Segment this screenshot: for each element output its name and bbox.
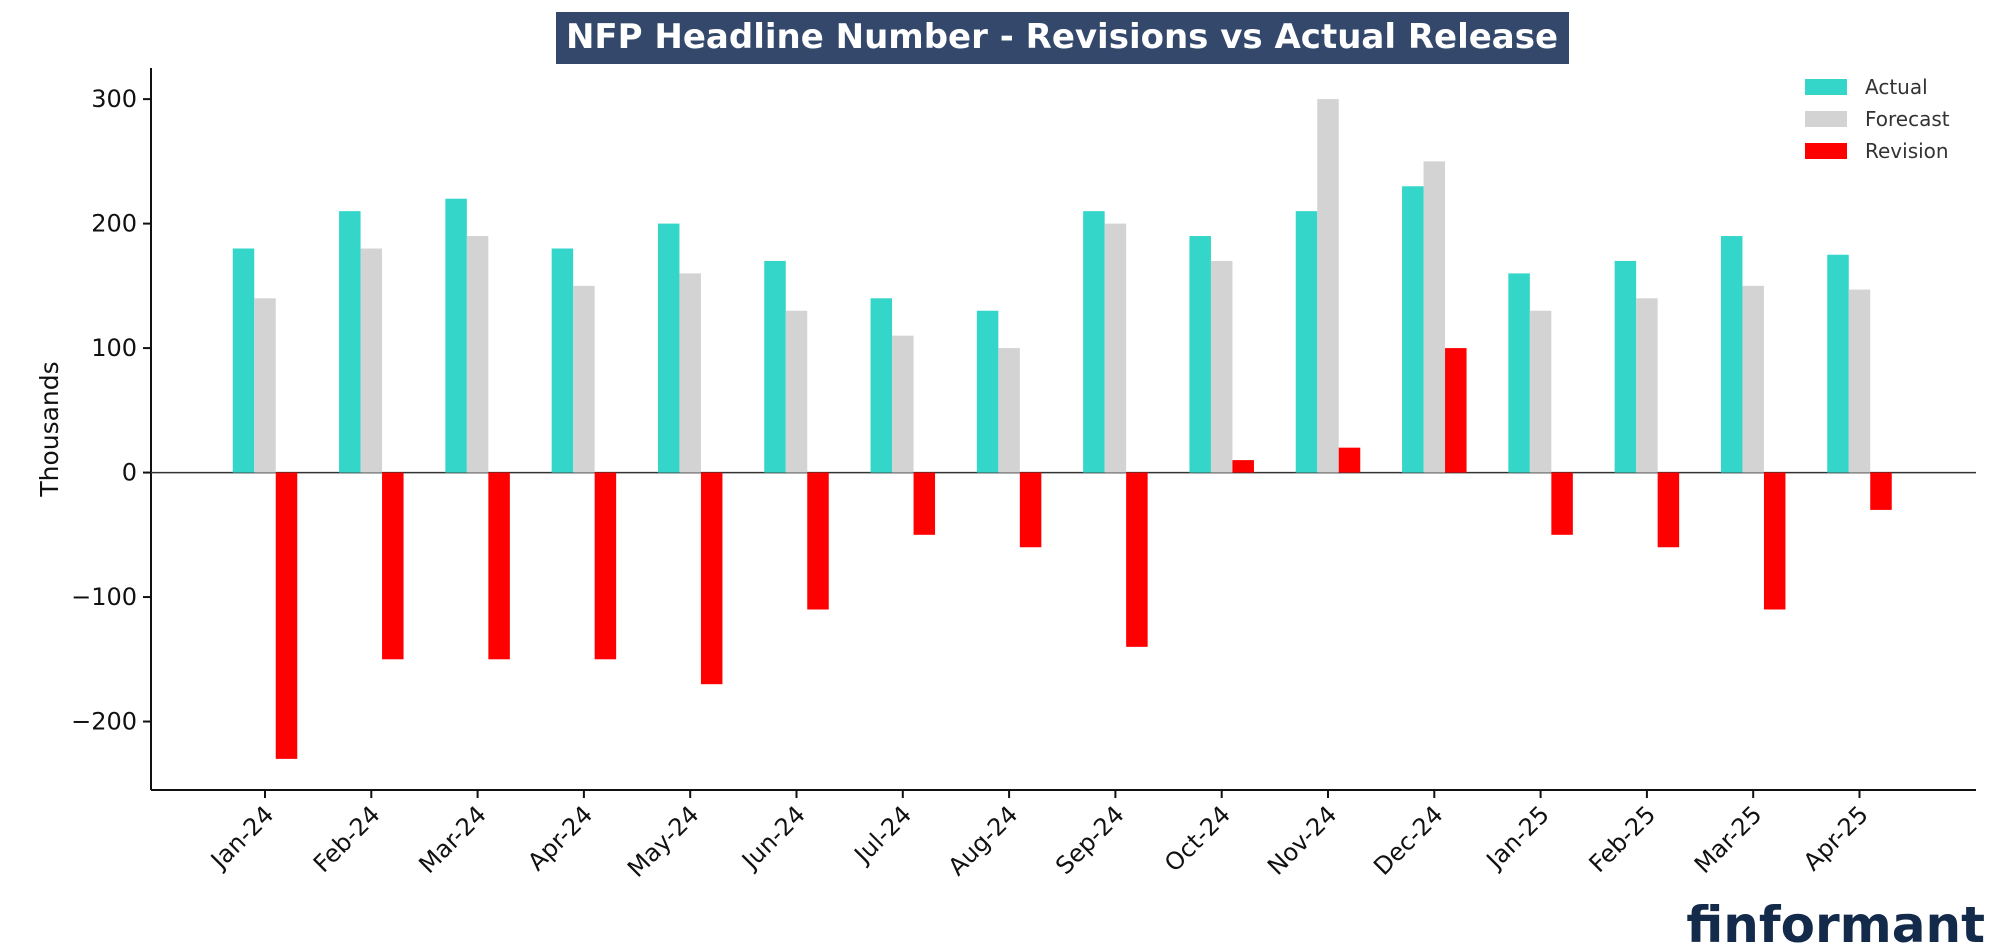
bar-revision-nov-24 [1338,447,1361,473]
bar-actual-may-24 [657,223,680,473]
x-tick-label-jan-24: Jan-24 [204,800,279,875]
x-tick-label-feb-24: Feb-24 [308,800,386,878]
bar-actual-mar-24 [445,198,467,473]
y-tick-label: 0 [122,459,137,487]
y-axis-ticks: −200 −100 0 100 200 300 [71,85,151,736]
bar-forecast-oct-24 [1210,260,1233,473]
bar-revision-feb-24 [382,472,404,660]
bar-revision-may-24 [700,472,723,685]
x-tick-label-mar-24: Mar-24 [413,800,491,878]
bar-forecast-jan-24 [254,298,276,473]
bar-revision-feb-25 [1657,472,1680,548]
legend-label-actual: Actual [1865,75,1928,99]
brand-logo-text: finformant [1686,896,1985,950]
legend-swatch-revision [1805,143,1847,159]
y-tick-label: 100 [91,334,137,362]
bar-forecast-dec-24 [1423,161,1446,473]
bar-revision-jul-24 [913,472,936,535]
bar-forecast-jun-24 [785,310,808,473]
chart-legend: Actual Forecast Revision [1805,75,1950,163]
bar-forecast-nov-24 [1317,99,1339,473]
x-tick-label-mar-25: Mar-25 [1689,800,1767,878]
bar-revision-jan-24 [275,472,298,759]
bar-revision-aug-24 [1019,472,1042,548]
legend-swatch-forecast [1805,111,1847,127]
bar-actual-mar-25 [1720,236,1743,473]
bar-forecast-mar-24 [466,236,489,473]
bar-actual-dec-24 [1402,186,1424,473]
bar-forecast-aug-24 [998,348,1020,473]
bar-forecast-sep-24 [1104,223,1127,473]
bar-actual-jan-25 [1508,273,1530,473]
x-tick-label-jan-25: Jan-25 [1480,800,1555,875]
bar-revision-mar-24 [488,472,510,660]
bar-forecast-feb-24 [360,248,383,473]
bar-forecast-may-24 [679,273,701,473]
bar-forecast-apr-25 [1848,289,1871,473]
bar-actual-feb-24 [339,211,361,473]
bar-forecast-jul-24 [892,335,914,473]
y-tick-label: 200 [91,210,137,238]
x-tick-label-may-24: May-24 [622,800,704,882]
bar-revision-mar-25 [1763,472,1786,610]
bar-forecast-feb-25 [1636,298,1658,473]
x-tick-label-apr-25: Apr-25 [1798,800,1874,876]
x-tick-label-jun-24: Jun-24 [735,800,810,875]
chart-title: NFP Headline Number - Revisions vs Actua… [566,17,1558,57]
y-axis-title: Thousands [35,361,64,497]
bar-actual-nov-24 [1295,211,1318,473]
bar-revision-apr-25 [1870,472,1892,510]
bar-revision-jun-24 [807,472,829,610]
bar-actual-oct-24 [1189,236,1211,473]
legend-label-revision: Revision [1865,139,1949,163]
x-tick-label-nov-24: Nov-24 [1262,800,1342,880]
bar-revision-sep-24 [1126,472,1148,647]
bar-actual-jan-24 [232,248,255,473]
bar-forecast-jan-25 [1529,310,1552,473]
y-tick-label: −100 [71,583,137,611]
bar-actual-apr-24 [551,248,574,473]
x-tick-label-jul-24: Jul-24 [848,800,917,869]
bar-series [232,99,1892,759]
finformant-logo: finformant [1686,896,1985,950]
bar-revision-oct-24 [1232,460,1254,473]
bar-actual-jul-24 [870,298,893,473]
x-tick-label-sep-24: Sep-24 [1050,800,1130,880]
legend-label-forecast: Forecast [1865,107,1950,131]
bar-actual-feb-25 [1614,260,1637,473]
bar-actual-jun-24 [764,260,786,473]
x-tick-label-apr-24: Apr-24 [522,800,598,876]
bar-revision-apr-24 [594,472,617,660]
x-tick-label-dec-24: Dec-24 [1368,800,1448,880]
x-axis-ticks: Jan-24 Feb-24 Mar-24 Apr-24 May-24 Jun-24 Jul-… [204,790,1874,883]
bar-actual-apr-25 [1827,254,1849,473]
x-tick-label-oct-24: Oct-24 [1159,800,1236,877]
bar-forecast-apr-24 [573,285,595,473]
x-tick-label-feb-25: Feb-25 [1584,800,1662,878]
legend-swatch-actual [1805,79,1847,95]
chart-title-group: NFP Headline Number - Revisions vs Actua… [556,12,1569,64]
y-tick-label: 300 [91,85,137,113]
bar-forecast-mar-25 [1742,285,1764,473]
x-tick-label-aug-24: Aug-24 [943,800,1024,881]
y-tick-label: −200 [71,708,137,736]
bar-actual-aug-24 [976,310,999,473]
bar-actual-sep-24 [1083,211,1105,473]
bar-revision-jan-25 [1551,472,1573,535]
bar-revision-dec-24 [1445,348,1467,473]
chart-title-background [556,12,1569,64]
